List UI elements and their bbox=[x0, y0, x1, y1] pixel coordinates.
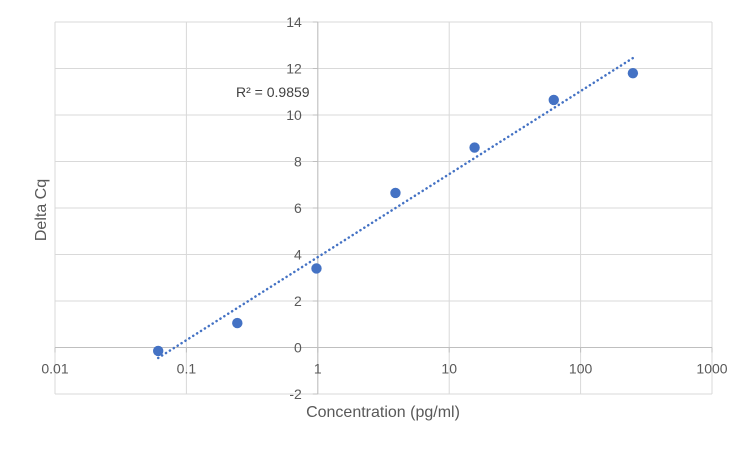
y-tick-label: 12 bbox=[286, 61, 302, 77]
trendline bbox=[156, 56, 635, 360]
y-axis-line bbox=[312, 21, 319, 395]
y-tick-labels: -2 0 2 4 6 8 10 12 14 bbox=[286, 14, 302, 402]
y-tick-label: 2 bbox=[294, 293, 302, 309]
gridlines bbox=[54, 21, 713, 395]
data-points bbox=[152, 67, 639, 357]
x-tick-label: 100 bbox=[569, 361, 593, 377]
data-point bbox=[390, 187, 401, 199]
y-tick-label: 6 bbox=[294, 200, 302, 216]
x-tick-label: 1 bbox=[314, 361, 322, 377]
y-tick-label: 4 bbox=[294, 247, 302, 263]
y-tick-label: -2 bbox=[289, 386, 302, 402]
data-point bbox=[311, 263, 322, 274]
x-tick-labels: 0.01 0.1 1 10 100 1000 bbox=[41, 361, 727, 377]
data-point bbox=[152, 345, 164, 357]
y-tick-label: 14 bbox=[286, 14, 302, 30]
y-tick-label: 0 bbox=[294, 340, 302, 356]
x-axis-title: Concentration (pg/ml) bbox=[306, 404, 460, 421]
data-point bbox=[627, 67, 639, 79]
r-squared-annotation: R² = 0.9859 bbox=[236, 84, 310, 100]
y-tick-label: 8 bbox=[294, 154, 302, 170]
y-axis-title: Delta Cq bbox=[33, 179, 50, 241]
data-point bbox=[232, 317, 243, 329]
x-tick-label: 0.01 bbox=[41, 361, 68, 377]
y-tick-label: 10 bbox=[286, 107, 302, 123]
data-point bbox=[469, 142, 480, 153]
x-tick-label: 10 bbox=[441, 361, 457, 377]
data-point bbox=[548, 94, 559, 106]
x-tick-label: 0.1 bbox=[177, 361, 197, 377]
x-tick-label: 1000 bbox=[696, 361, 727, 377]
trendline-path bbox=[156, 56, 635, 360]
